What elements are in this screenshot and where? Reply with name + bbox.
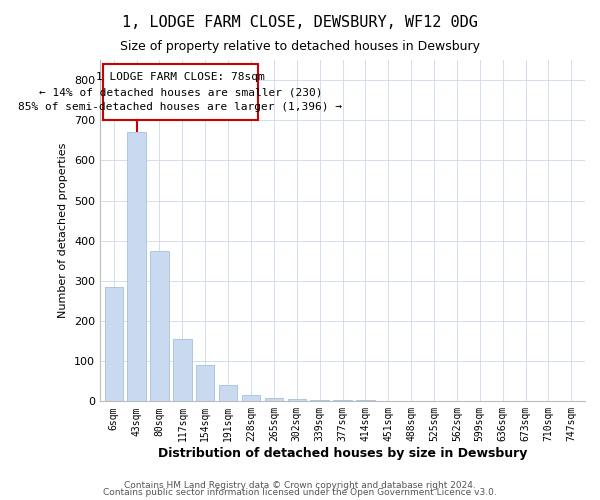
Text: 1 LODGE FARM CLOSE: 78sqm
← 14% of detached houses are smaller (230)
85% of semi: 1 LODGE FARM CLOSE: 78sqm ← 14% of detac…: [19, 72, 343, 112]
Bar: [356, 400, 374, 402]
Bar: [287, 400, 306, 402]
Bar: [173, 339, 191, 402]
Text: Contains public sector information licensed under the Open Government Licence v3: Contains public sector information licen…: [103, 488, 497, 497]
Text: Contains HM Land Registry data © Crown copyright and database right 2024.: Contains HM Land Registry data © Crown c…: [124, 480, 476, 490]
Bar: [127, 132, 146, 402]
Bar: [402, 400, 420, 402]
Bar: [104, 287, 123, 402]
Text: Size of property relative to detached houses in Dewsbury: Size of property relative to detached ho…: [120, 40, 480, 53]
Bar: [265, 398, 283, 402]
Y-axis label: Number of detached properties: Number of detached properties: [58, 143, 68, 318]
X-axis label: Distribution of detached houses by size in Dewsbury: Distribution of detached houses by size …: [158, 447, 527, 460]
Bar: [242, 396, 260, 402]
Bar: [310, 400, 329, 402]
Bar: [196, 365, 214, 402]
FancyBboxPatch shape: [103, 64, 258, 120]
Bar: [334, 400, 352, 402]
Text: 1, LODGE FARM CLOSE, DEWSBURY, WF12 0DG: 1, LODGE FARM CLOSE, DEWSBURY, WF12 0DG: [122, 15, 478, 30]
Bar: [151, 250, 169, 402]
Bar: [219, 386, 237, 402]
Bar: [379, 400, 397, 402]
